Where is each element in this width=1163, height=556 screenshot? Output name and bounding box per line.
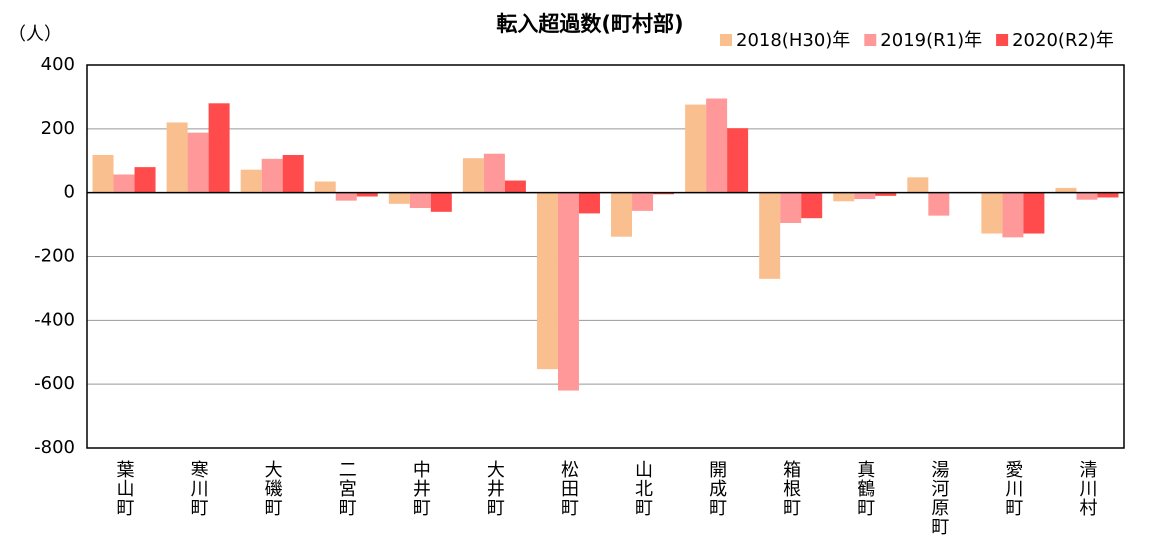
- bar: [759, 192, 781, 279]
- x-tick-label: 開成町: [706, 460, 727, 517]
- y-tick-label: -800: [34, 437, 75, 458]
- bar: [504, 180, 526, 193]
- bar: [166, 122, 188, 193]
- x-tick-label: 大磯町: [262, 460, 283, 517]
- y-tick-label: 200: [41, 118, 75, 139]
- legend-label: 2018(H30)年: [736, 30, 850, 51]
- bar: [282, 155, 304, 193]
- x-tick-label: 湯河原町: [928, 460, 949, 536]
- bar: [388, 192, 410, 204]
- bar: [1023, 192, 1045, 234]
- bar: [187, 132, 209, 193]
- bar: [907, 177, 929, 193]
- bar: [483, 153, 505, 193]
- bar: [430, 192, 452, 212]
- bar: [611, 192, 633, 237]
- x-tick-label: 松田町: [558, 460, 579, 517]
- bar: [536, 192, 558, 370]
- legend-swatch: [720, 34, 732, 46]
- bar: [113, 174, 135, 193]
- x-tick-label: 葉山町: [114, 460, 135, 517]
- x-tick-label: 中井町: [410, 460, 431, 517]
- bar: [1076, 192, 1098, 200]
- x-tick-label: 山北町: [632, 460, 653, 517]
- legend-swatch: [996, 34, 1009, 46]
- x-tick-label: 大井町: [484, 460, 505, 517]
- bar: [801, 192, 823, 219]
- x-tick-label: 寒川町: [188, 460, 209, 517]
- y-tick-label: -600: [34, 373, 75, 394]
- bar: [557, 192, 579, 391]
- bar: [314, 181, 336, 193]
- legend-label: 2019(R1)年: [880, 30, 982, 51]
- y-tick-label: -200: [34, 246, 75, 267]
- plot-frame: [86, 64, 1125, 449]
- bar: [335, 192, 357, 201]
- x-tick-label: 清川村: [1076, 460, 1097, 517]
- x-tick-label: 愛川町: [1002, 460, 1023, 517]
- bar: [578, 192, 600, 214]
- bar: [854, 192, 876, 200]
- bar: [632, 192, 654, 211]
- bar: [833, 192, 855, 202]
- bar: [1097, 192, 1119, 198]
- chart-title: 転入超過数(町村部): [496, 12, 683, 36]
- bar: [653, 192, 675, 195]
- y-tick-label: 0: [64, 182, 75, 203]
- bar: [1055, 187, 1077, 193]
- bar: [261, 158, 283, 193]
- x-tick-label: 真鶴町: [854, 460, 875, 517]
- bar: [706, 98, 728, 193]
- bar: [685, 104, 707, 193]
- legend-swatch: [864, 34, 877, 46]
- bar: [240, 169, 262, 193]
- x-tick-label: 二宮町: [336, 460, 357, 517]
- y-tick-label: -400: [34, 309, 75, 330]
- bar: [875, 192, 897, 196]
- y-axis-label: （人）: [8, 24, 62, 45]
- x-tick-label: 箱根町: [780, 460, 801, 517]
- y-tick-label: 400: [41, 54, 75, 75]
- bar: [134, 167, 156, 193]
- bar: [981, 192, 1003, 234]
- bar: [928, 192, 950, 216]
- bar: [409, 192, 431, 208]
- bar: [727, 128, 749, 193]
- bar: [462, 158, 484, 193]
- bar: [780, 192, 802, 223]
- legend-label: 2020(R2)年: [1012, 30, 1114, 51]
- bar: [1002, 192, 1024, 238]
- bar: [92, 155, 114, 193]
- bar: [356, 192, 378, 197]
- bar: [208, 103, 230, 193]
